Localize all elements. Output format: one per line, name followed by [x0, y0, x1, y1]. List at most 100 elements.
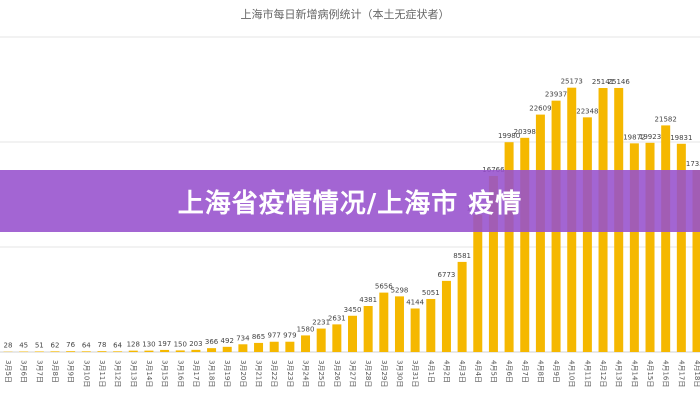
- value-label: 19872: [623, 133, 645, 141]
- value-label: 734: [236, 334, 250, 342]
- bar: [66, 351, 76, 352]
- x-tick-label: 4月15日: [646, 360, 654, 387]
- value-label: 5298: [391, 286, 409, 294]
- value-label: 865: [252, 333, 265, 341]
- x-tick-label: 4月9日: [552, 360, 560, 383]
- value-label: 19980: [498, 132, 520, 140]
- bar: [144, 350, 154, 352]
- x-tick-label: 3月26日: [333, 360, 341, 387]
- bar: [301, 335, 311, 352]
- x-tick-label: 3月31日: [411, 360, 419, 387]
- value-label: 25141: [592, 78, 614, 86]
- value-label: 8581: [453, 252, 471, 260]
- x-tick-label: 4月4日: [474, 360, 482, 383]
- x-tick-label: 3月16日: [176, 360, 184, 387]
- value-label: 128: [127, 341, 140, 349]
- x-tick-label: 3月12日: [114, 360, 122, 387]
- x-tick-label: 3月20日: [239, 360, 247, 387]
- x-tick-label: 3月28日: [364, 360, 372, 387]
- value-label: 492: [221, 337, 234, 345]
- value-label: 150: [174, 340, 187, 348]
- value-label: 6773: [438, 271, 456, 279]
- value-label: 4381: [359, 296, 377, 304]
- bar: [316, 328, 326, 352]
- value-label: 20398: [514, 128, 536, 136]
- bar: [426, 298, 436, 352]
- value-label: 2631: [328, 314, 346, 322]
- bar: [441, 280, 451, 352]
- bar: [348, 315, 357, 352]
- x-tick-label: 3月15日: [161, 360, 169, 387]
- x-tick-label: 3月19日: [223, 360, 231, 387]
- chart-title: 上海市每日新增病例统计（本土无症状者）: [241, 7, 450, 21]
- value-label: 64: [113, 341, 122, 349]
- x-tick-label: 3月13日: [129, 360, 137, 387]
- x-tick-label: 3月27日: [349, 360, 357, 387]
- value-label: 62: [51, 341, 60, 349]
- value-label: 51: [35, 341, 44, 349]
- value-label: 23937: [545, 91, 567, 99]
- bar: [629, 143, 639, 352]
- x-tick-label: 4月14日: [630, 360, 638, 387]
- x-tick-label: 4月11日: [583, 360, 591, 387]
- value-label: 22609: [529, 105, 551, 113]
- value-label: 3450: [344, 306, 362, 314]
- bar: [81, 351, 91, 352]
- x-tick-label: 3月22日: [270, 360, 278, 387]
- value-label: 1580: [297, 325, 315, 333]
- value-label: 5051: [422, 289, 440, 297]
- x-tick-label: 3月17日: [192, 360, 200, 387]
- x-tick-label: 4月13日: [615, 360, 623, 387]
- bar: [238, 344, 248, 352]
- x-tick-label: 3月8日: [51, 360, 59, 383]
- bar: [676, 143, 686, 352]
- x-tick-label: 4月18日: [693, 360, 700, 387]
- value-label: 25146: [608, 78, 631, 86]
- x-tick-label: 3月30日: [395, 360, 403, 387]
- bar: [332, 324, 342, 352]
- bar: [379, 292, 389, 352]
- x-tick-label: 4月5日: [489, 360, 497, 383]
- value-label: 979: [283, 332, 296, 340]
- x-tick-label: 3月10日: [82, 360, 90, 387]
- bar: [113, 351, 123, 352]
- bar: [457, 261, 467, 352]
- value-label: 4144: [406, 298, 424, 306]
- x-tick-label: 3月25日: [317, 360, 325, 387]
- value-label: 5656: [375, 283, 393, 291]
- value-label: 16766: [482, 166, 505, 174]
- x-tick-label: 4月6日: [505, 360, 513, 383]
- x-tick-label: 4月12日: [599, 360, 607, 387]
- x-tick-label: 3月6日: [20, 360, 28, 383]
- value-label: 197: [158, 340, 171, 348]
- bar: [34, 351, 44, 352]
- value-label: 28: [4, 342, 13, 350]
- bar: [488, 175, 498, 352]
- bar: [473, 214, 483, 352]
- bar: [410, 308, 420, 352]
- bar: [50, 351, 60, 352]
- bar: [97, 351, 107, 352]
- x-tick-label: 3月21日: [255, 360, 263, 387]
- bar: [692, 170, 700, 352]
- x-tick-label: 3月14日: [145, 360, 153, 387]
- value-label: 21582: [655, 115, 677, 123]
- value-label: 22348: [576, 107, 598, 115]
- x-tick-label: 3月29日: [380, 360, 388, 387]
- bar: [175, 350, 185, 352]
- value-label: 78: [97, 341, 106, 349]
- value-label: 130: [142, 341, 155, 349]
- value-label: 17332: [686, 160, 700, 168]
- bar: [285, 341, 295, 352]
- bar: [160, 349, 170, 352]
- x-tick-label: 3月11日: [98, 360, 106, 387]
- x-tick-label: 4月8日: [536, 360, 544, 383]
- bar: [363, 305, 373, 352]
- bar: [394, 296, 404, 352]
- x-tick-label: 4月2日: [442, 360, 450, 383]
- value-label: 203: [189, 340, 202, 348]
- value-label: 64: [82, 341, 91, 349]
- x-tick-label: 3月7日: [35, 360, 43, 383]
- x-tick-label: 3月18日: [208, 360, 216, 387]
